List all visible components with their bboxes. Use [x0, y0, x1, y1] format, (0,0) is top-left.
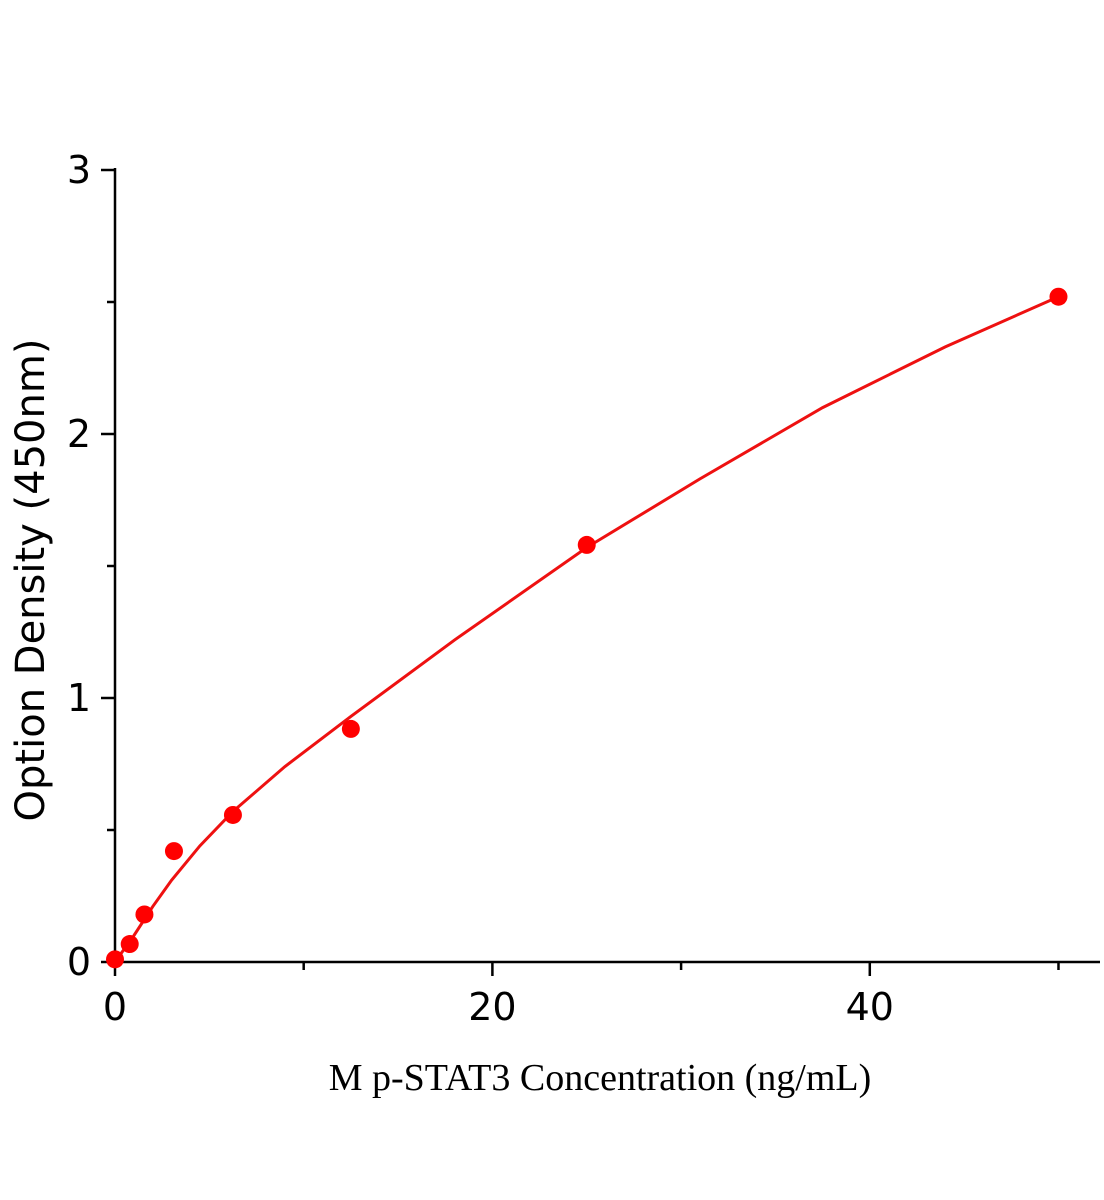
- y-tick-label: 3: [67, 148, 91, 192]
- y-axis-label: Option Density (450nm): [8, 339, 54, 822]
- x-axis-label: M p-STAT3 Concentration (ng/mL): [329, 1057, 872, 1099]
- data-point: [120, 935, 139, 954]
- data-point: [577, 535, 596, 554]
- x-tick-label: 0: [103, 985, 127, 1029]
- data-point: [223, 805, 242, 824]
- x-tick-label: 20: [468, 985, 516, 1029]
- x-tick-label: 40: [846, 985, 894, 1029]
- fit-curve: [113, 295, 1060, 963]
- data-point: [164, 842, 183, 861]
- data-point: [106, 950, 124, 969]
- y-tick-label: 1: [67, 676, 91, 720]
- data-point: [341, 719, 360, 738]
- y-tick-label: 0: [67, 940, 91, 984]
- data-point: [135, 905, 154, 924]
- data-point: [1049, 287, 1068, 306]
- y-tick-label: 2: [67, 412, 91, 456]
